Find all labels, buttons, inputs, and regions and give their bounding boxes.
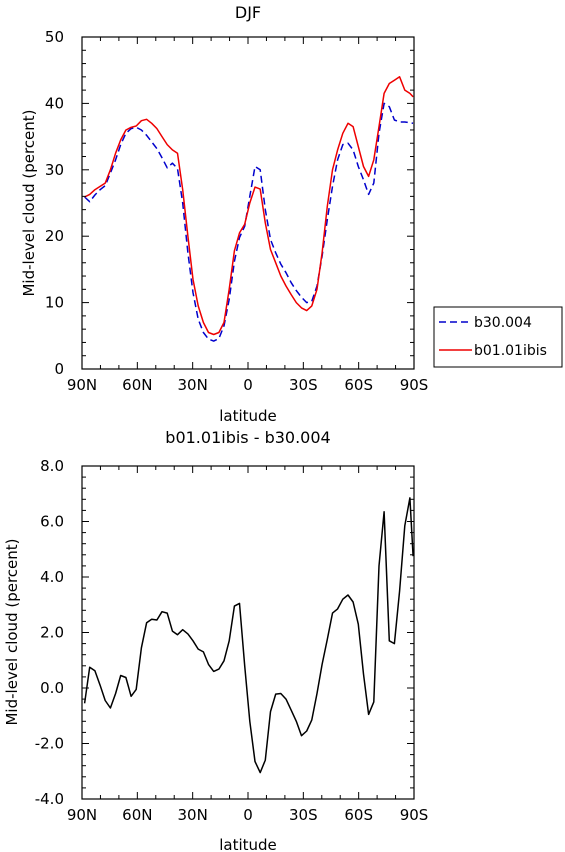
legend-label-b30-004: b30.004 [474, 315, 532, 331]
top-chart-ytick-label: 40 [45, 94, 64, 112]
legend-box [433, 306, 563, 368]
top-chart-xtick-label: 90N [67, 376, 97, 394]
bottom-chart-ytick-label: 6.0 [40, 513, 64, 531]
top-chart-xtick-label: 60N [122, 376, 152, 394]
top-chart-ytick-label: 30 [45, 161, 64, 179]
bottom-chart-xtick-label: 90N [67, 806, 97, 824]
bottom-chart-ytick-label: 2.0 [40, 624, 64, 642]
top-chart-xtick-label: 60S [344, 376, 373, 394]
bottom-chart-series [83, 497, 414, 774]
bottom-chart-ytick-label: 4.0 [40, 568, 64, 586]
top-chart-ytick-label: 0 [54, 360, 64, 378]
top-chart-series [84, 76, 414, 342]
top-chart-xlabel: latitude [219, 407, 277, 425]
top-chart-axes: 90N 60N 30N 0 30S 60S 90S 0 10 20 30 40 50 [45, 28, 428, 394]
legend: b30.004 b01.01ibis [433, 306, 563, 368]
bottom-chart-axes: 90N 60N 30N 0 30S 60S 90S -4.0 -2.0 0.0 2.0 4.0 6.0 8… [35, 457, 429, 824]
bottom-chart-xtick-label: 30N [178, 806, 208, 824]
bottom-chart-series-difference [83, 497, 414, 774]
top-chart-xtick-label: 30N [178, 376, 208, 394]
legend-label-b01-01ibis: b01.01ibis [474, 343, 547, 359]
top-chart-xtick-label: 30S [289, 376, 318, 394]
bottom-chart-ylabel: Mid-level cloud (percent) [3, 538, 21, 725]
top-chart-series-b30-004 [84, 102, 414, 342]
top-chart-xtick-label: 90S [400, 376, 429, 394]
bottom-chart-title: b01.01ibis - b30.004 [165, 428, 330, 447]
bottom-chart-xtick-label: 90S [400, 806, 429, 824]
top-chart-ytick-label: 10 [45, 294, 64, 312]
bottom-chart-xtick-label: 0 [243, 806, 253, 824]
bottom-chart-ytick-label: -4.0 [35, 790, 64, 808]
top-chart-series-b01-01ibis [84, 76, 414, 336]
bottom-chart-ytick-label: -2.0 [35, 735, 64, 753]
bottom-chart-ytick-label: 0.0 [40, 679, 64, 697]
bottom-chart-ytick-label: 8.0 [40, 457, 64, 475]
top-chart: DJF 90N 60N 30N 0 30S 60S 90S 0 10 20 30 40 50 latit… [20, 3, 428, 425]
top-chart-xtick-label: 0 [243, 376, 253, 394]
bottom-chart-xtick-label: 60N [122, 806, 152, 824]
bottom-chart: b01.01ibis - b30.004 90N 60N 30N 0 30S 60S 90S… [3, 428, 428, 852]
top-chart-ylabel: Mid-level cloud (percent) [20, 109, 38, 296]
bottom-chart-xtick-label: 30S [289, 806, 318, 824]
top-chart-ytick-label: 50 [45, 28, 64, 46]
top-chart-title: DJF [235, 3, 261, 22]
bottom-chart-xtick-label: 60S [344, 806, 373, 824]
bottom-chart-xlabel: latitude [219, 836, 277, 852]
top-chart-ytick-label: 20 [45, 227, 64, 245]
